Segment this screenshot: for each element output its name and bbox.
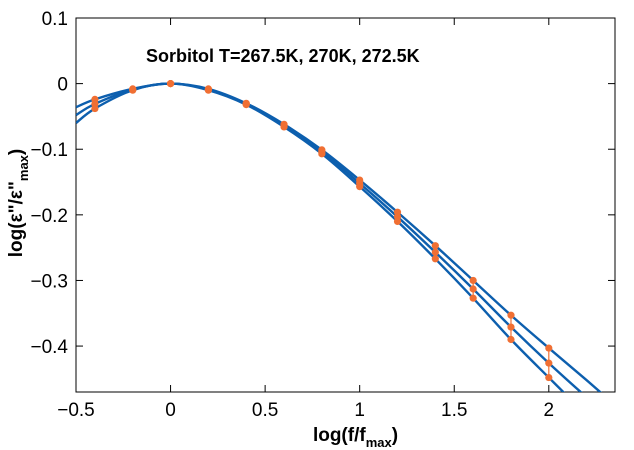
x-tick-label: −0.5: [57, 400, 95, 421]
y-axis-label: log(ε"/ε"max): [6, 149, 31, 258]
x-tick-label: 0: [165, 400, 176, 421]
y-tick-label: −0.3: [30, 271, 68, 292]
data-point: [242, 101, 250, 109]
x-axis-label: log(f/fmax): [313, 425, 398, 450]
plot-area: −0.5 0 0.5 1 1.5 2 0.1 0 −0.1 −0.2 −0.3 −0.4: [30, 9, 616, 421]
x-tick-label: 1.5: [441, 400, 467, 421]
data-point: [204, 86, 212, 94]
data-point: [393, 217, 402, 226]
data-point: [469, 276, 477, 285]
data-point: [91, 104, 99, 113]
data-point: [507, 335, 515, 344]
series-lines: [76, 82, 602, 392]
axis-ticks: −0.5 0 0.5 1 1.5 2 0.1 0 −0.1 −0.2 −0.3 −0.4: [30, 9, 615, 421]
data-point: [545, 344, 553, 352]
data-point: [356, 183, 364, 191]
y-tick-label: −0.2: [30, 206, 68, 227]
y-tick-label: 0: [57, 75, 68, 96]
data-point: [129, 86, 137, 94]
x-axis-label-main: log(f/f: [313, 425, 366, 446]
data-markers: [91, 80, 553, 382]
data-point: [507, 311, 515, 319]
y-axis-label-close: ): [6, 149, 27, 155]
data-point: [431, 255, 439, 263]
y-tick-label: −0.1: [30, 140, 68, 161]
chart-title: Sorbitol T=267.5K, 270K, 272.5K: [146, 46, 420, 66]
y-tick-label: 0.1: [42, 9, 68, 30]
data-point: [166, 80, 175, 88]
data-point: [431, 242, 439, 250]
y-axis-label-group: log(ε"/ε"max): [6, 149, 31, 258]
y-tick-label: −0.4: [30, 337, 68, 358]
plot-frame: [75, 17, 616, 393]
y-axis-label-sub: max: [16, 154, 31, 181]
data-point: [545, 373, 553, 382]
x-axis-label-close: ): [392, 425, 398, 446]
data-point: [545, 359, 553, 367]
x-axis-label-sub: max: [366, 435, 393, 450]
data-point: [507, 323, 515, 331]
x-tick-label: 2: [544, 400, 555, 421]
data-point: [280, 123, 288, 131]
series-line-3: [76, 82, 565, 392]
data-point: [318, 150, 326, 158]
data-point: [431, 248, 439, 256]
x-tick-label: 0.5: [252, 400, 278, 421]
data-point: [469, 294, 477, 302]
data-point: [469, 285, 477, 293]
x-tick-label: 1: [354, 400, 365, 421]
y-axis-label-main: log(ε"/ε": [6, 181, 27, 257]
